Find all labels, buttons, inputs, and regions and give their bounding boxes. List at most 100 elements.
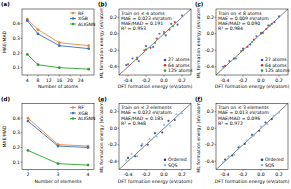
y-tick-label: 0.4 xyxy=(13,116,20,121)
annotation: Train on ≤ 2 elements xyxy=(120,105,172,110)
legend-marker xyxy=(164,164,167,167)
series-line xyxy=(27,54,88,69)
y-tick-label: 0.2 xyxy=(207,15,214,20)
point xyxy=(224,65,226,67)
point xyxy=(58,66,61,69)
point xyxy=(181,112,183,114)
x-tick xyxy=(164,75,165,77)
annotation: MAE/MAD = 0.185 xyxy=(121,116,163,121)
panel: (c)-0.4-0.20.00.2-0.4-0.20.00.2DFT forma… xyxy=(195,1,290,89)
annotation: MAE/MAD = 0.191 xyxy=(121,21,163,26)
legend-marker xyxy=(261,59,264,62)
annotation: R² = 0.972 xyxy=(218,121,243,126)
y-tick xyxy=(21,132,23,133)
x-axis-label: DFT formation energy (eV/atom) xyxy=(215,179,290,184)
x-tick-label: 4 xyxy=(87,172,90,177)
point xyxy=(58,41,61,44)
legend-swatch xyxy=(70,107,76,108)
point xyxy=(145,45,147,47)
point xyxy=(87,44,90,47)
point xyxy=(131,153,133,155)
x-tick xyxy=(70,75,71,77)
point xyxy=(246,140,248,142)
panel-label: (a) xyxy=(1,1,10,7)
point xyxy=(170,23,172,25)
series-line xyxy=(28,150,88,165)
x-tick-label: 16 xyxy=(56,78,62,83)
x-tick xyxy=(59,75,60,77)
x-tick-label: 0.2 xyxy=(275,172,282,177)
legend-marker xyxy=(72,106,74,108)
parity-line xyxy=(216,9,288,75)
x-tick xyxy=(225,170,226,172)
y-tick-label: -0.2 xyxy=(108,48,117,53)
legend-swatch xyxy=(70,18,76,19)
point xyxy=(169,125,171,127)
x-tick xyxy=(225,75,226,77)
y-axis-label: ML formation energy (eV/atom) xyxy=(196,100,201,172)
x-tick-label: 2 xyxy=(27,172,30,177)
y-tick xyxy=(21,53,23,54)
annotation: R² = 0.984 xyxy=(218,26,243,31)
legend-label: 64 atoms xyxy=(265,63,287,68)
legend-label: ALIGNN xyxy=(78,22,96,27)
point xyxy=(58,44,61,47)
y-axis-label: ML formation energy (eV/atom) xyxy=(99,100,104,172)
y-tick xyxy=(118,128,120,129)
y-tick-label: 0.4 xyxy=(13,21,20,26)
legend-swatch xyxy=(70,13,76,14)
point xyxy=(145,48,147,50)
annotation: MAE = 0.013 eV/atom xyxy=(218,110,269,115)
point xyxy=(152,46,154,48)
point xyxy=(87,68,90,71)
y-tick xyxy=(118,111,120,112)
x-tick-label: -0.2 xyxy=(142,172,151,177)
y-tick-label: -0.2 xyxy=(205,48,214,53)
y-tick-label: 0.0 xyxy=(207,126,214,131)
x-tick xyxy=(58,170,59,172)
point xyxy=(273,115,275,117)
x-tick xyxy=(88,170,89,172)
annotation: MAE/MAD = 0.090 xyxy=(218,21,260,26)
point xyxy=(251,41,253,43)
y-tick-label: 0.2 xyxy=(110,109,117,114)
legend-marker xyxy=(72,117,74,119)
legend-label: SQS xyxy=(168,163,178,168)
point xyxy=(174,119,176,121)
y-tick-label: 0.1 xyxy=(13,65,20,70)
y-tick xyxy=(215,111,217,112)
point xyxy=(273,21,275,23)
point xyxy=(87,146,90,149)
x-tick-label: 12 xyxy=(46,78,52,83)
point xyxy=(271,118,273,120)
x-tick-label: 8 xyxy=(37,78,40,83)
legend-label: 125 atoms xyxy=(168,68,193,73)
legend-marker xyxy=(72,12,74,14)
data-area xyxy=(216,104,288,170)
annotation: MAE = 0.009 eV/atom xyxy=(218,16,269,21)
panel-label: (d) xyxy=(1,96,10,102)
point xyxy=(265,28,267,30)
legend-marker xyxy=(261,64,264,67)
x-axis-label: DFT formation energy (eV/atom) xyxy=(118,179,193,184)
legend-marker xyxy=(261,164,264,167)
point xyxy=(264,121,266,123)
x-tick-label: 0.0 xyxy=(257,172,264,177)
point xyxy=(249,43,251,45)
point xyxy=(26,19,29,22)
x-tick xyxy=(128,75,129,77)
data-area xyxy=(119,9,191,75)
legend-label: Ordered xyxy=(265,157,284,162)
point xyxy=(27,117,30,120)
plot-frame xyxy=(119,104,191,170)
point xyxy=(161,131,163,133)
y-tick-label: 0.0 xyxy=(110,126,117,131)
y-tick-label: -0.4 xyxy=(205,159,214,164)
y-tick xyxy=(21,147,23,148)
plot-frame xyxy=(22,104,94,170)
point xyxy=(27,149,30,152)
y-tick xyxy=(21,67,23,68)
x-tick xyxy=(146,170,147,172)
x-tick xyxy=(48,75,49,77)
point xyxy=(136,155,138,157)
